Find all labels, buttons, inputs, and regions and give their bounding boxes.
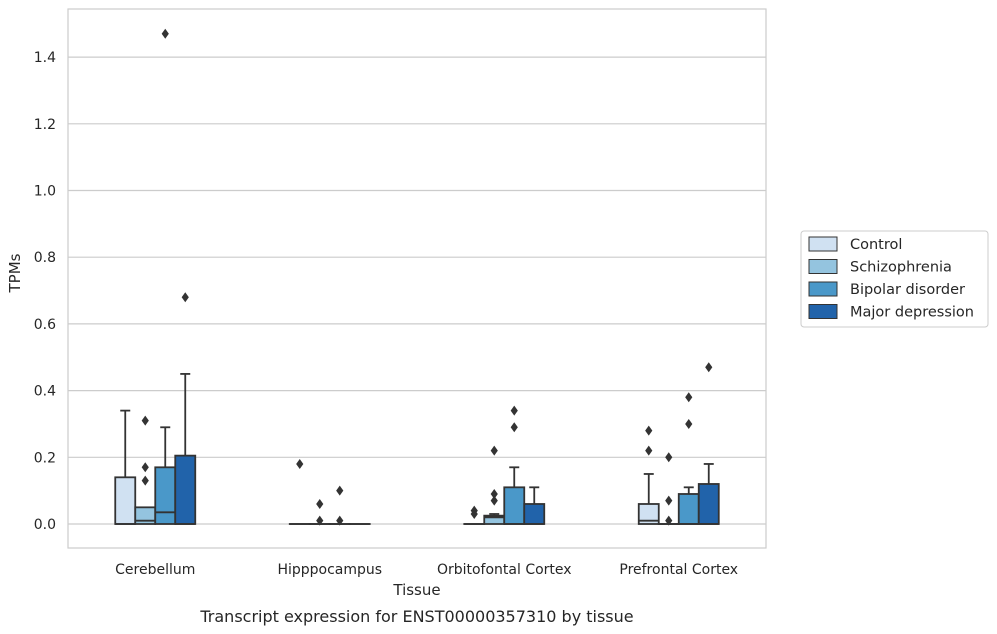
box-control: [114, 409, 137, 525]
box-plot-area: [114, 28, 720, 526]
y-tick-label: 0.4: [34, 384, 56, 400]
legend-frame: [800, 230, 989, 328]
outlier-point: [685, 418, 693, 429]
outlier-point: [665, 495, 673, 506]
outlier-point: [470, 508, 478, 519]
y-tick-label: 0.6: [34, 317, 56, 333]
outlier-point: [665, 452, 673, 463]
y-tick-label: 0.2: [34, 450, 56, 466]
outlier-point: [141, 415, 149, 426]
y-tick-label: 0.8: [34, 250, 56, 266]
iqr-box: [677, 493, 700, 525]
legend-swatch: [808, 281, 838, 297]
box-major-depression: [523, 486, 546, 525]
outlier-point: [510, 422, 518, 433]
box-control: [463, 505, 486, 525]
y-tick-label: 1.2: [34, 117, 56, 133]
box-schizophrenia: [483, 445, 506, 525]
iqr-box: [503, 486, 526, 525]
y-tick-label: 0.0: [34, 517, 56, 533]
box-bipolar-disorder: [154, 28, 177, 525]
iqr-box: [637, 503, 660, 525]
iqr-box: [697, 483, 720, 525]
x-tick-label: Prefrontal Cortex: [619, 562, 738, 578]
outlier-point: [336, 515, 344, 526]
x-tick-label: Orbitofontal Cortex: [437, 562, 572, 578]
iqr-box: [523, 503, 546, 525]
outlier-point: [336, 485, 344, 496]
outlier-point: [665, 515, 673, 526]
outlier-point: [645, 425, 653, 436]
y-tick-label: 1.4: [34, 50, 56, 66]
legend-swatch: [808, 259, 838, 274]
outlier-point: [490, 445, 498, 456]
box-bipolar-disorder: [328, 485, 351, 526]
outlier-point: [316, 498, 324, 509]
outlier-point: [141, 475, 149, 486]
x-axis-title: Tissue: [392, 581, 440, 599]
x-tick-label: Hipppocampus: [277, 562, 382, 578]
outlier-point: [161, 28, 169, 39]
y-axis-title: TPMs: [6, 253, 24, 293]
outlier-point: [181, 292, 189, 303]
legend-label: Control: [850, 237, 902, 253]
chart-caption: Transcript expression for ENST0000035731…: [199, 607, 633, 626]
box-major-depression: [697, 362, 720, 525]
x-axis-ticks: Cerebellum Hipppocampus Orbitofontal Corte…: [115, 562, 738, 578]
box-bipolar-disorder: [503, 405, 526, 525]
box-schizophrenia: [308, 498, 331, 526]
outlier-point: [645, 445, 653, 456]
outlier-point: [685, 392, 693, 403]
box-schizophrenia: [657, 452, 680, 526]
outlier-point: [705, 362, 713, 373]
grid-lines: [68, 56, 766, 525]
legend-swatch: [808, 304, 838, 319]
iqr-box: [114, 476, 137, 525]
plot-frame: [67, 8, 767, 549]
box-major-depression: [174, 292, 197, 525]
box-control: [637, 425, 660, 525]
outlier-point: [316, 515, 324, 526]
x-tick-label: Cerebellum: [115, 562, 195, 578]
y-axis-ticks: 0.0 0.2 0.4 0.6 0.8 1.0 1.2 1.4: [34, 50, 56, 533]
legend-label: Schizophrenia: [850, 260, 952, 276]
box-schizophrenia: [134, 415, 157, 525]
box-bipolar-disorder: [677, 392, 700, 525]
iqr-box: [174, 454, 197, 525]
outlier-point: [510, 405, 518, 416]
outlier-point: [296, 458, 304, 469]
legend-entries: Control Schizophrenia Bipolar disorder Majo…: [808, 236, 974, 321]
outlier-point: [490, 488, 498, 499]
legend-swatch: [808, 236, 838, 252]
outlier-point: [490, 495, 498, 506]
legend-label: Major depression: [850, 305, 974, 321]
legend: Control Schizophrenia Bipolar disorder Majo…: [800, 230, 989, 328]
y-tick-label: 1.0: [34, 184, 56, 200]
iqr-box: [154, 466, 177, 525]
outlier-point: [141, 462, 149, 473]
box-control: [288, 458, 311, 525]
legend-label: Bipolar disorder: [850, 282, 965, 298]
